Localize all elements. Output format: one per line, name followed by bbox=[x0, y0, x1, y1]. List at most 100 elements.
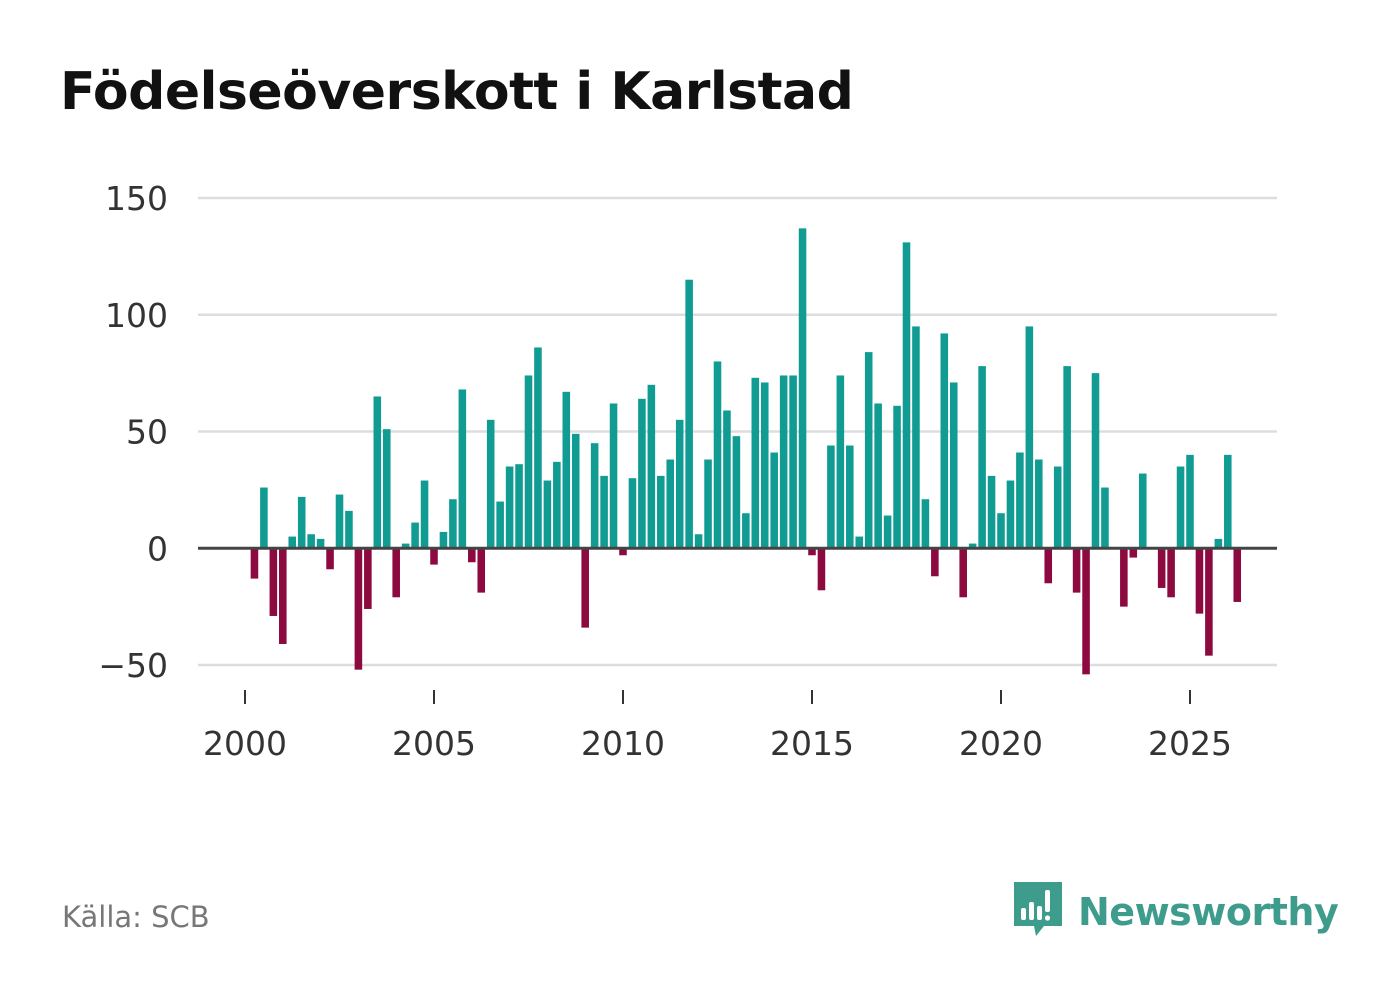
bar bbox=[571, 433, 580, 549]
bar bbox=[940, 333, 949, 549]
y-tick-label: 50 bbox=[126, 413, 168, 452]
bar bbox=[685, 279, 693, 549]
bar bbox=[600, 475, 608, 549]
bar bbox=[297, 496, 306, 549]
y-tick-label: 0 bbox=[147, 529, 168, 568]
bar bbox=[449, 499, 457, 549]
bar bbox=[912, 326, 920, 549]
bar bbox=[921, 499, 930, 549]
bar bbox=[326, 548, 334, 570]
bar bbox=[968, 543, 977, 549]
bar bbox=[609, 403, 618, 549]
bar bbox=[827, 445, 835, 549]
bar bbox=[959, 548, 967, 598]
source-label: Källa: SCB bbox=[62, 900, 210, 934]
bar bbox=[468, 548, 476, 563]
bar bbox=[411, 522, 419, 549]
bar bbox=[789, 375, 797, 549]
y-tick-label: 150 bbox=[105, 179, 168, 218]
bar bbox=[855, 536, 864, 549]
bar bbox=[335, 494, 344, 549]
bar bbox=[949, 382, 958, 549]
bar bbox=[364, 548, 372, 609]
bar bbox=[751, 377, 760, 549]
bar bbox=[401, 543, 410, 549]
bar bbox=[1035, 459, 1043, 549]
bar bbox=[1186, 454, 1194, 549]
y-tick-label: 100 bbox=[105, 296, 168, 335]
bar bbox=[581, 548, 589, 628]
bar bbox=[628, 478, 637, 549]
bar bbox=[666, 459, 675, 549]
bar bbox=[1167, 548, 1175, 598]
y-tick-label: −50 bbox=[98, 646, 168, 685]
bar bbox=[420, 480, 429, 549]
x-tick-label: 2015 bbox=[770, 724, 854, 763]
bar bbox=[1091, 373, 1100, 549]
bar bbox=[817, 548, 826, 591]
bar bbox=[704, 459, 712, 549]
bar bbox=[1129, 548, 1138, 558]
bar bbox=[638, 398, 646, 549]
x-tick-label: 2000 bbox=[203, 724, 287, 763]
bar bbox=[382, 429, 391, 549]
bar bbox=[250, 548, 259, 579]
bar bbox=[808, 548, 816, 556]
x-tick-label: 2020 bbox=[959, 724, 1043, 763]
bar bbox=[931, 548, 939, 577]
bar bbox=[524, 375, 533, 549]
bar bbox=[647, 384, 656, 549]
bar bbox=[260, 487, 268, 549]
bar bbox=[732, 436, 741, 549]
bar bbox=[675, 419, 684, 549]
bar bbox=[1072, 548, 1081, 593]
bar bbox=[846, 445, 854, 549]
bar bbox=[439, 531, 448, 549]
bar bbox=[864, 352, 873, 549]
bar bbox=[1176, 466, 1185, 549]
y-axis: 150 100 50 0 −50 bbox=[98, 179, 168, 685]
bar bbox=[1233, 548, 1242, 602]
bar bbox=[1053, 466, 1062, 549]
bar bbox=[1224, 454, 1232, 549]
bar bbox=[779, 375, 788, 549]
x-tick-label: 2010 bbox=[581, 724, 665, 763]
bar bbox=[1120, 548, 1128, 607]
bar bbox=[770, 452, 778, 549]
bar bbox=[486, 419, 495, 549]
bar bbox=[392, 548, 400, 598]
bar bbox=[742, 513, 750, 549]
bar bbox=[694, 534, 703, 549]
bar bbox=[836, 375, 845, 549]
bar bbox=[354, 548, 363, 670]
bar bbox=[534, 347, 542, 549]
bar bbox=[978, 366, 986, 549]
bar bbox=[1016, 452, 1024, 549]
bar bbox=[553, 461, 561, 549]
bar bbox=[1157, 548, 1166, 588]
bar bbox=[1025, 326, 1034, 549]
bar bbox=[1195, 548, 1204, 614]
bar bbox=[1044, 548, 1053, 584]
brand: Newsworthy bbox=[1010, 878, 1339, 945]
chart-title: Födelseöverskott i Karlstad bbox=[60, 62, 854, 122]
newsworthy-logo-icon bbox=[1010, 878, 1066, 945]
bar bbox=[373, 396, 382, 549]
bar bbox=[893, 405, 901, 549]
bar bbox=[1082, 548, 1090, 675]
bar bbox=[496, 501, 504, 549]
bar bbox=[798, 228, 807, 549]
bar bbox=[1101, 487, 1109, 549]
bar bbox=[902, 242, 911, 549]
x-tick-label: 2005 bbox=[392, 724, 476, 763]
bar bbox=[543, 480, 552, 549]
bar bbox=[713, 361, 722, 549]
bar bbox=[760, 382, 769, 549]
bar bbox=[1063, 366, 1071, 549]
bar bbox=[430, 548, 438, 565]
brand-name: Newsworthy bbox=[1078, 889, 1339, 934]
x-tick-label: 2025 bbox=[1148, 724, 1232, 763]
bar bbox=[458, 389, 467, 549]
bar bbox=[874, 403, 882, 549]
